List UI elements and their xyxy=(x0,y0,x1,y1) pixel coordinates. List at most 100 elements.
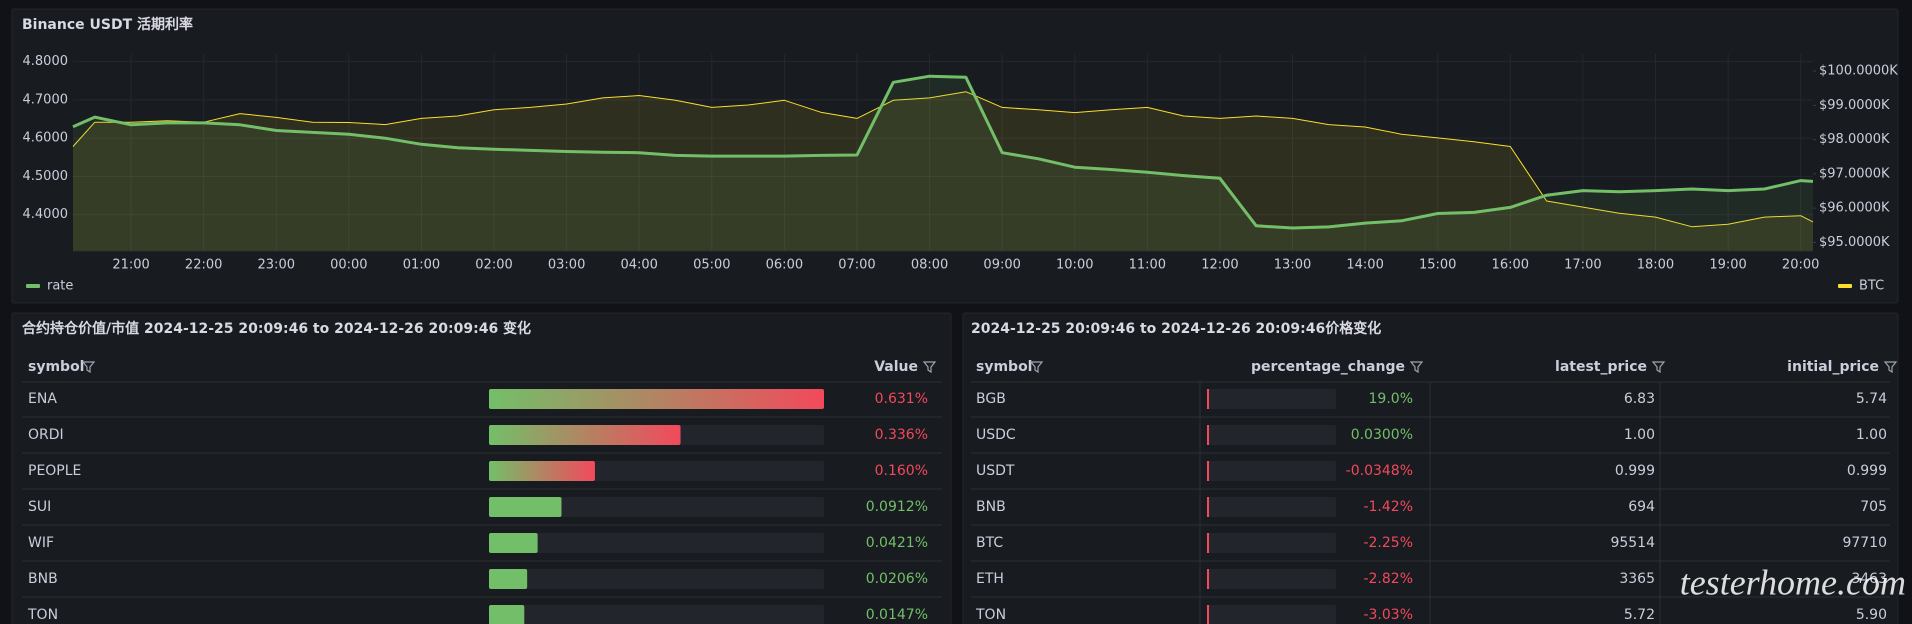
gauge-bar xyxy=(489,497,562,517)
gauge-track xyxy=(489,605,824,624)
filter-icon xyxy=(1029,361,1044,374)
y2-tick-label: $99.0000K xyxy=(1819,98,1890,113)
price-cell: 3463 xyxy=(1851,571,1887,587)
symbol-cell: BTC xyxy=(976,535,1003,551)
legend-item[interactable]: rate xyxy=(26,279,73,294)
value-cell: 0.160% xyxy=(875,463,928,479)
x-tick-label: 21:00 xyxy=(112,258,149,273)
price-cell: 95514 xyxy=(1610,535,1655,551)
price-cell: 6.83 xyxy=(1624,391,1655,407)
x-tick-label: 09:00 xyxy=(983,258,1020,273)
series-area xyxy=(73,76,1813,251)
table-title: 2024-12-25 20:09:46 to 2024-12-26 20:09:… xyxy=(971,320,1381,337)
legend-label: rate xyxy=(47,279,73,294)
filter-icon xyxy=(1651,361,1666,374)
gauge-marker xyxy=(1207,533,1209,553)
x-tick-label: 23:00 xyxy=(258,258,295,273)
y2-tick-label: $95.0000K xyxy=(1819,235,1890,250)
filter-icon xyxy=(1409,361,1424,374)
change-cell: -0.0348% xyxy=(1346,463,1413,479)
filter-icon xyxy=(81,361,96,374)
gauge-track xyxy=(489,569,824,589)
value-cell: 0.336% xyxy=(875,427,928,443)
symbol-cell: BNB xyxy=(28,571,58,587)
price-cell: 0.999 xyxy=(1847,463,1887,479)
symbol-cell: BNB xyxy=(976,499,1006,515)
x-tick-label: 17:00 xyxy=(1564,258,1601,273)
gauge-marker xyxy=(1207,389,1209,409)
x-tick-label: 05:00 xyxy=(693,258,730,273)
series-line xyxy=(72,74,1814,230)
gauge-track xyxy=(1207,569,1336,589)
symbol-cell: USDC xyxy=(976,427,1016,443)
x-tick-label: 20:00 xyxy=(1782,258,1819,273)
symbol-cell: ORDI xyxy=(28,427,64,443)
x-tick-label: 00:00 xyxy=(330,258,367,273)
x-tick-label: 13:00 xyxy=(1274,258,1311,273)
symbol-cell: USDT xyxy=(976,463,1015,479)
x-tick-label: 07:00 xyxy=(838,258,875,273)
y-tick-label: 4.7000 xyxy=(23,92,69,107)
column-header: symbol xyxy=(28,359,85,375)
value-cell: 0.0147% xyxy=(866,607,928,623)
gauge-marker xyxy=(1207,497,1209,517)
gauge-bar xyxy=(489,569,528,589)
x-tick-label: 06:00 xyxy=(766,258,803,273)
y2-tick-label: $96.0000K xyxy=(1819,201,1890,216)
series-line xyxy=(72,91,1814,228)
price-cell: 1.00 xyxy=(1856,427,1887,443)
gauge-marker xyxy=(1207,461,1209,481)
gauge-track xyxy=(489,533,824,553)
x-tick-label: 10:00 xyxy=(1056,258,1093,273)
x-tick-label: 14:00 xyxy=(1346,258,1383,273)
gauge-marker xyxy=(1207,605,1209,624)
chart-title: Binance USDT 活期利率 xyxy=(22,16,193,33)
change-cell: 0.0300% xyxy=(1351,427,1413,443)
gauge-bar xyxy=(489,425,681,445)
x-tick-label: 19:00 xyxy=(1709,258,1746,273)
x-tick-label: 01:00 xyxy=(403,258,440,273)
gauge-track xyxy=(1207,389,1336,409)
series-area xyxy=(73,91,1813,251)
x-tick-label: 11:00 xyxy=(1129,258,1166,273)
change-cell: -2.82% xyxy=(1363,571,1413,587)
symbol-cell: SUI xyxy=(28,499,51,515)
gauge-track xyxy=(1207,461,1336,481)
column-header: Value xyxy=(874,359,918,375)
gauge-track xyxy=(1207,497,1336,517)
gauge-bar xyxy=(489,389,824,409)
x-tick-label: 16:00 xyxy=(1492,258,1529,273)
chart-panel xyxy=(11,8,1899,304)
change-cell: 19.0% xyxy=(1369,391,1413,407)
x-tick-label: 18:00 xyxy=(1637,258,1674,273)
price-cell: 97710 xyxy=(1842,535,1887,551)
price-cell: 5.74 xyxy=(1856,391,1887,407)
symbol-cell: TON xyxy=(27,607,58,623)
legend-label: BTC xyxy=(1859,279,1884,294)
y2-tick-label: $98.0000K xyxy=(1819,132,1890,147)
gauge-bar xyxy=(489,461,595,481)
column-header: percentage_change xyxy=(1251,359,1405,375)
symbol-cell: ENA xyxy=(28,391,57,407)
x-tick-label: 02:00 xyxy=(475,258,512,273)
price-cell: 3365 xyxy=(1619,571,1655,587)
gauge-bar xyxy=(489,533,538,553)
x-tick-label: 15:00 xyxy=(1419,258,1456,273)
price-cell: 0.999 xyxy=(1615,463,1655,479)
price-cell: 5.72 xyxy=(1624,607,1655,623)
y2-tick-label: $97.0000K xyxy=(1819,166,1890,181)
symbol-cell: PEOPLE xyxy=(28,463,81,479)
gauge-track xyxy=(489,497,824,517)
gauge-track xyxy=(1207,605,1336,624)
legend-item[interactable]: BTC xyxy=(1838,279,1884,294)
filter-icon xyxy=(1883,361,1898,374)
column-header: latest_price xyxy=(1555,359,1647,375)
gauge-marker xyxy=(1207,569,1209,589)
change-cell: -2.25% xyxy=(1363,535,1413,551)
y-tick-label: 4.5000 xyxy=(23,169,69,184)
legend-swatch xyxy=(26,284,40,288)
y-tick-label: 4.6000 xyxy=(23,131,69,146)
value-cell: 0.0912% xyxy=(866,499,928,515)
price-cell: 705 xyxy=(1860,499,1887,515)
